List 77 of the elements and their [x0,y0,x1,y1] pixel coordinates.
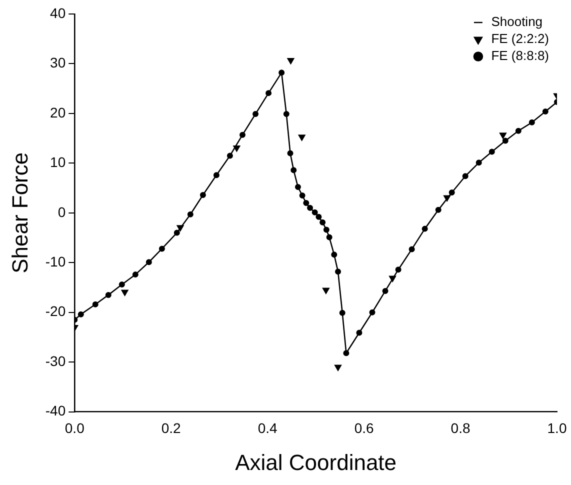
point [528,119,535,126]
x-axis-title: Axial Coordinate [235,450,397,475]
point [287,58,294,64]
point [322,288,330,294]
point [118,282,125,288]
point [176,225,184,232]
point [240,132,246,138]
y-tick-label: 0 [58,204,66,220]
point [448,190,455,196]
point [339,310,346,316]
point [266,90,272,96]
y-axis-title: Shear Force [7,152,32,274]
point [395,266,402,273]
point [422,226,428,232]
point [213,172,220,178]
point [303,200,310,206]
legend-label: Shooting [491,14,543,30]
x-tick-label: 0.8 [450,420,470,436]
point [476,160,482,166]
point [408,246,415,252]
y-tick-label: 10 [50,154,66,170]
point [252,110,259,117]
y-tick-label: -20 [45,303,66,320]
point [335,268,342,275]
point [287,150,294,156]
point [105,292,112,298]
point [312,209,318,216]
legend-label: FE (2:2:2) [491,31,549,46]
point [443,195,451,202]
y-tick-label: -40 [45,402,66,419]
x-tick-label: 0.6 [354,420,374,436]
point [343,350,350,356]
point [174,230,180,236]
point [316,214,322,220]
x-tick-label: 0.0 [64,420,85,436]
point [499,132,507,139]
point [200,192,206,198]
y-tick-label: -30 [45,352,66,369]
point [542,108,548,114]
y-tick-label: -10 [45,253,66,270]
point [334,364,342,372]
point [290,167,297,174]
legend-label: FE (8:8:8) [491,48,549,64]
point [320,219,326,226]
point [356,330,362,336]
point [323,226,330,233]
point [233,146,240,152]
point [294,184,301,190]
y-tick-label: 20 [50,104,66,120]
point [187,211,194,218]
point [502,138,508,144]
point [283,110,290,117]
point [462,173,468,180]
point [388,276,396,282]
point [326,234,332,240]
point [299,192,306,198]
y-tick-label: 30 [50,54,66,71]
point [307,204,314,211]
x-tick-label: 0.2 [161,420,182,436]
point [121,290,128,296]
point [92,301,98,308]
point [158,246,165,252]
point [331,252,338,258]
point [146,259,152,266]
point [488,148,495,155]
point [382,288,388,294]
point [298,134,306,141]
point [278,70,285,76]
point [132,272,138,278]
point [515,128,522,134]
point [78,311,84,318]
point [226,152,233,159]
y-tick-label: 40 [50,4,66,21]
x-tick-label: 0.4 [258,420,278,436]
point [369,309,376,316]
x-tick-label: 1.0 [547,420,567,436]
point [435,206,442,213]
